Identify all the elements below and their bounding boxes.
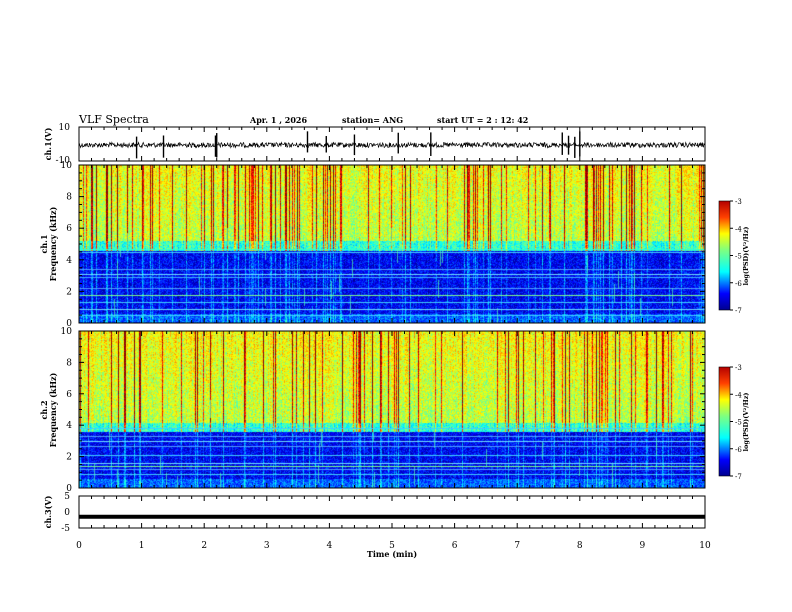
time-axis-ticks — [78, 127, 706, 528]
ch1-spectrogram-yticks: 0 2 4 6 8 10 — [61, 161, 705, 329]
y-tick-label: 0 — [66, 484, 72, 494]
colorbar-tick-label: -7 — [735, 473, 742, 481]
start-time-label: start UT = 2 : 12: 42 — [437, 115, 528, 125]
figure-title: VLF Spectra — [78, 113, 149, 126]
ch3-ytick-top: 5 — [64, 492, 70, 502]
colorbar-tick-label: -7 — [735, 307, 742, 315]
colorbar-tick-label: -4 — [735, 391, 742, 399]
x-tick-label: 3 — [264, 541, 270, 551]
ch1-colorbar: -3 -4 -5 -6 -7 log(PSD)(V²/Hz) — [718, 198, 750, 315]
y-tick-label: 10 — [61, 327, 73, 337]
ch1-colorbar-label: log(PSD)(V²/Hz) — [742, 227, 750, 286]
y-tick-label: 2 — [66, 453, 72, 463]
station-label: station= ANG — [342, 115, 403, 125]
colorbar-tick-label: -5 — [735, 419, 742, 427]
ch1-spectrogram-ylabel: ch.1 — [39, 234, 49, 253]
colorbar-tick-label: -6 — [735, 280, 742, 288]
ch1-colorbar-ticks: -3 -4 -5 -6 -7 — [730, 198, 742, 315]
x-tick-label: 7 — [514, 541, 520, 551]
colorbar-tick-label: -3 — [735, 198, 742, 206]
colorbar-tick-label: -4 — [735, 225, 742, 233]
ch1-waveform-ylabel: ch.1(V) — [43, 127, 53, 160]
ch2-spectrogram-image-wrap — [79, 331, 705, 488]
time-axis-label: Time (min) — [367, 549, 417, 559]
x-tick-label: 2 — [201, 541, 207, 551]
ch2-frequency-label: Frequency (kHz) — [48, 372, 58, 447]
ch1-spectrogram-panel: 0 2 4 6 8 10 ch.1 Frequency (kHz) — [39, 161, 706, 329]
ch1-spectrogram-heatmap — [79, 165, 705, 323]
y-tick-label: 6 — [66, 390, 72, 400]
y-tick-label: 4 — [66, 256, 72, 266]
x-tick-label: 10 — [699, 541, 711, 551]
y-tick-label: 4 — [66, 421, 72, 431]
ch2-spectrogram-heatmap — [79, 331, 705, 488]
ch1-colorbar-scale — [718, 200, 731, 311]
ch2-spectrogram-panel: 0 2 4 6 8 10 ch.2 Frequency (kHz) — [39, 327, 706, 494]
y-tick-label: 8 — [66, 193, 72, 203]
x-tick-label: 9 — [640, 541, 646, 551]
y-tick-label: 2 — [66, 287, 72, 297]
colorbar-tick-label: -5 — [735, 253, 742, 261]
x-tick-label: 6 — [452, 541, 458, 551]
y-tick-label: 10 — [61, 161, 73, 171]
ch2-colorbar-scale — [718, 366, 731, 477]
ch2-colorbar-ticks: -3 -4 -5 -6 -7 — [730, 364, 742, 481]
ch1-frequency-label: Frequency (kHz) — [48, 206, 58, 281]
y-tick-label: 8 — [66, 358, 72, 368]
time-axis-tick-labels: 0 1 2 3 4 5 6 7 8 9 10 — [76, 541, 711, 551]
ch1-waveform-spikes — [135, 131, 581, 159]
x-tick-label: 0 — [76, 541, 82, 551]
ch2-spectrogram-yticks: 0 2 4 6 8 10 — [61, 327, 705, 494]
x-tick-label: 8 — [577, 541, 583, 551]
colorbar-tick-label: -6 — [735, 446, 742, 454]
y-tick-label: 0 — [66, 319, 72, 329]
ch1-spectrogram-image-wrap — [79, 165, 705, 323]
x-tick-label: 4 — [327, 541, 333, 551]
ch3-waveform-panel: 5 0 -5 ch.3(V) — [43, 492, 706, 534]
ch2-spectrogram-ylabel: ch.2 — [39, 400, 49, 419]
ch3-waveform-ylabel: ch.3(V) — [43, 495, 53, 528]
date-label: Apr. 1 , 2026 — [249, 115, 307, 125]
ch2-colorbar: -3 -4 -5 -6 -7 log(PSD)(V²/Hz) — [718, 364, 750, 481]
ch1-waveform-panel: 10 -10 ch.1(V) — [43, 123, 706, 166]
ch3-ytick-mid: 0 — [64, 508, 70, 518]
ch1-ytick-top: 10 — [59, 123, 71, 133]
ch3-waveform-frame — [78, 495, 706, 529]
colorbar-tick-label: -3 — [735, 364, 742, 372]
x-tick-label: 5 — [389, 541, 395, 551]
y-tick-label: 6 — [66, 224, 72, 234]
x-tick-label: 1 — [139, 541, 145, 551]
ch3-ytick-bottom: -5 — [61, 524, 70, 534]
ch1-waveform-line — [78, 141, 706, 149]
ch1-ytick-bottom: -10 — [56, 156, 71, 166]
ch2-colorbar-label: log(PSD)(V²/Hz) — [742, 393, 750, 452]
